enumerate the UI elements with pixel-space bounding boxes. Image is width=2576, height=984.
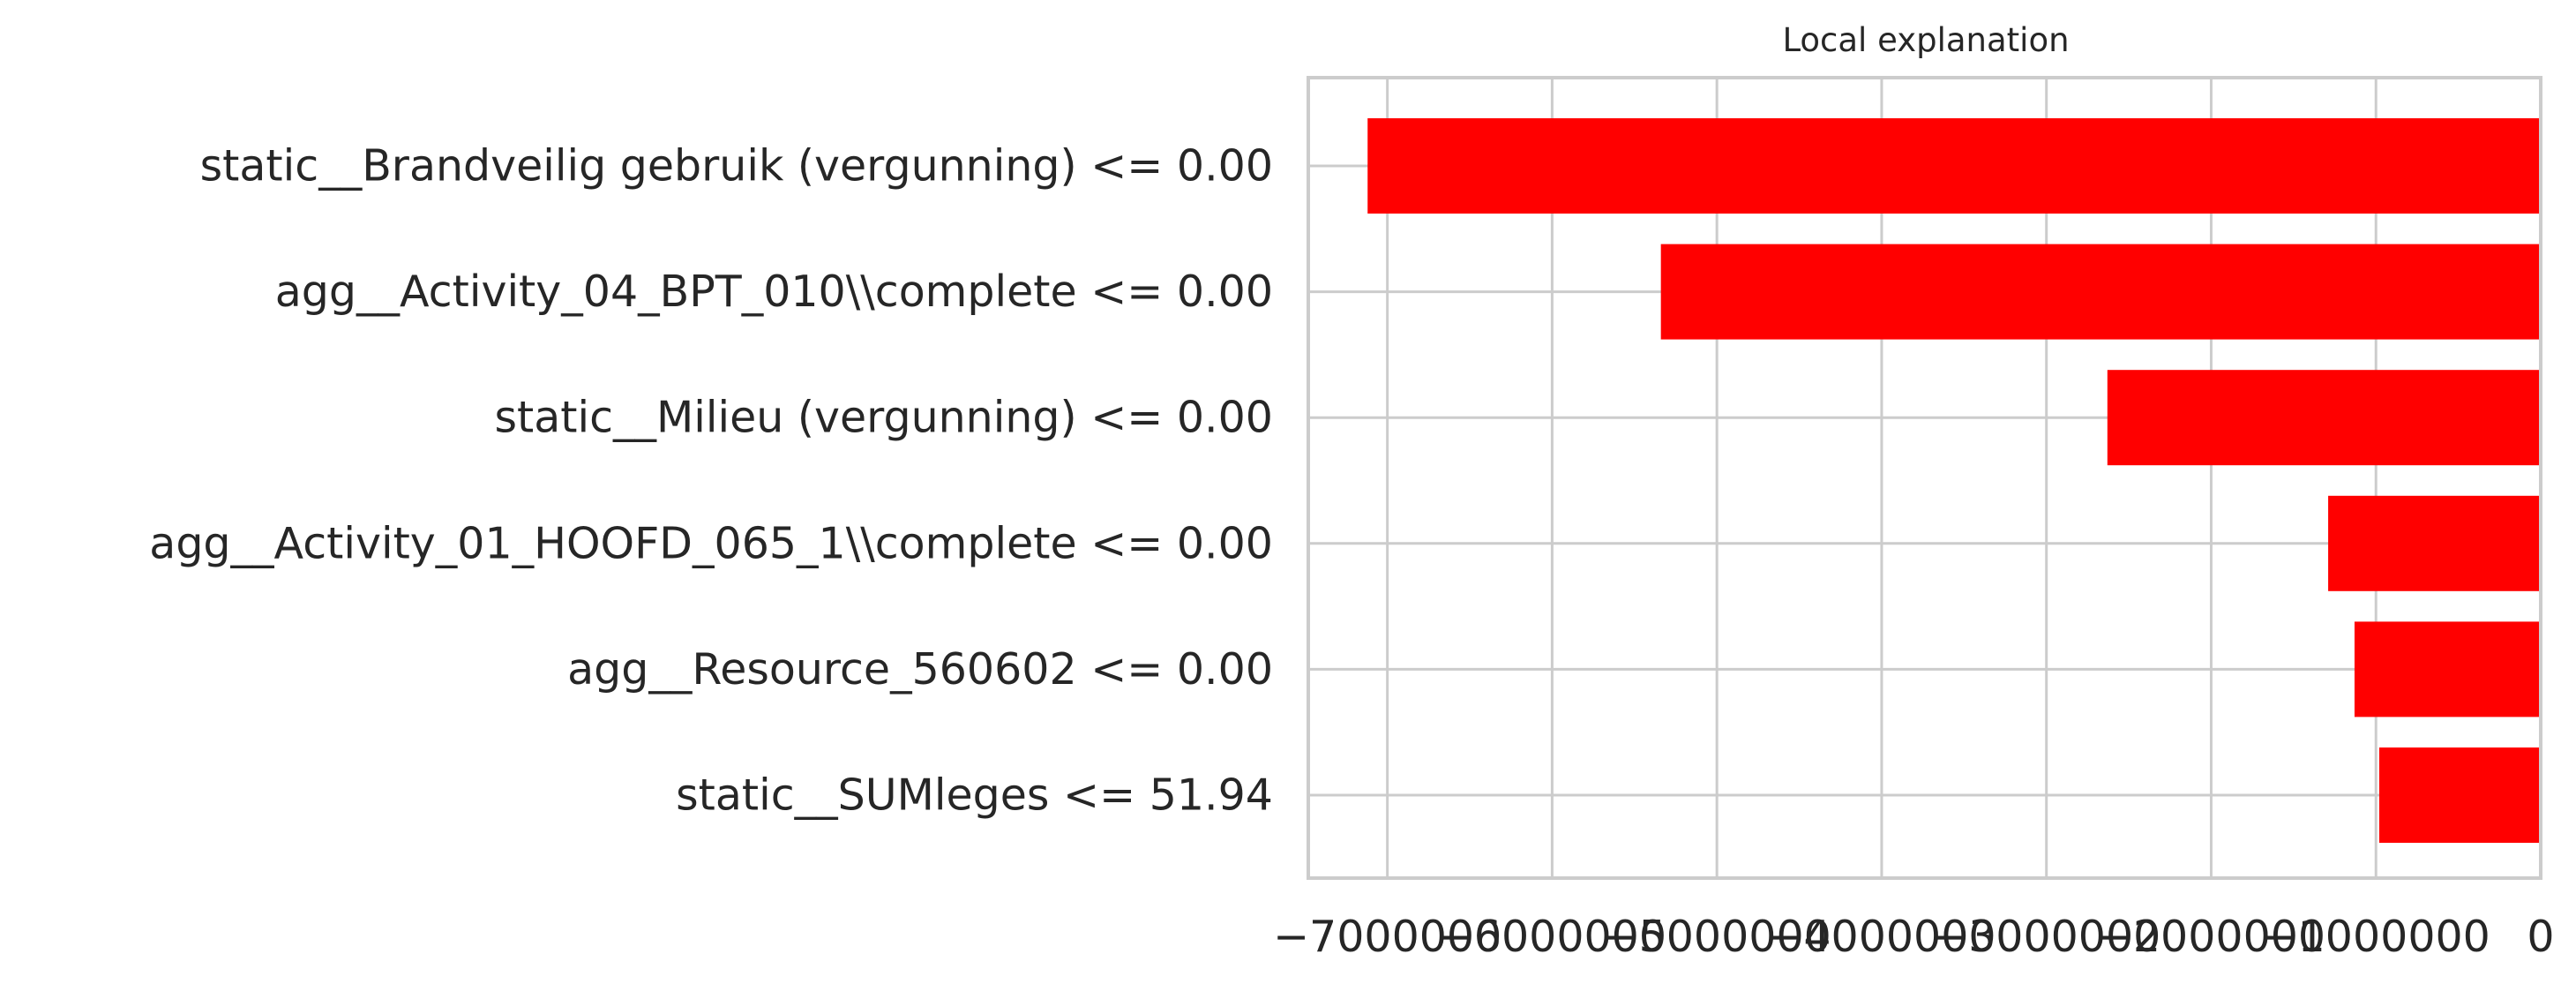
bar — [2354, 621, 2541, 717]
x-tick-label: −4000000 — [1767, 912, 1996, 962]
bar — [2107, 370, 2541, 466]
chart-title: Local explanation — [1782, 21, 2069, 59]
y-tick-label: agg__Resource_560602 <= 0.00 — [567, 644, 1273, 695]
bar — [1367, 118, 2541, 214]
plot-frame — [1307, 76, 2542, 880]
y-tick-label: static__Brandveilig gebruik (vergunning)… — [200, 141, 1273, 192]
x-tick-label: −2000000 — [2097, 912, 2325, 962]
y-tick-label: static__Milieu (vergunning) <= 0.00 — [494, 393, 1273, 443]
x-tick-label: −5000000 — [1603, 912, 1831, 962]
y-tick-label: agg__Activity_04_BPT_010\\complete <= 0.… — [275, 267, 1273, 317]
x-tick-label: −7000000 — [1273, 912, 1501, 962]
bar — [2378, 747, 2541, 843]
bar — [1660, 244, 2541, 340]
x-tick-label: −3000000 — [1932, 912, 2160, 962]
y-tick-label: agg__Activity_01_HOOFD_065_1\\complete <… — [149, 518, 1273, 568]
bar — [2328, 495, 2541, 591]
x-tick-label: 0 — [2527, 912, 2554, 962]
y-tick-label: static__SUMleges <= 51.94 — [676, 770, 1273, 821]
x-tick-label: −6000000 — [1438, 912, 1666, 962]
x-tick-label: −1000000 — [2262, 912, 2490, 962]
